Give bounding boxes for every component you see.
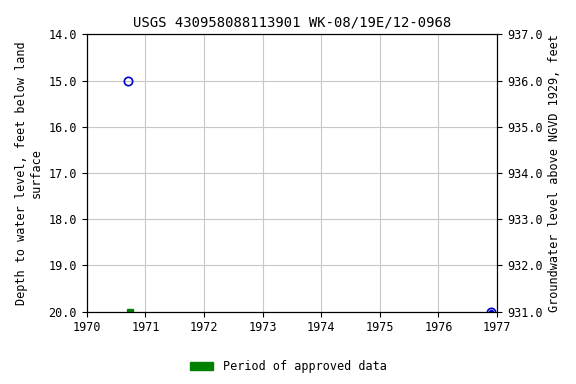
Y-axis label: Groundwater level above NGVD 1929, feet: Groundwater level above NGVD 1929, feet	[548, 34, 561, 312]
Legend: Period of approved data: Period of approved data	[185, 356, 391, 378]
Y-axis label: Depth to water level, feet below land
surface: Depth to water level, feet below land su…	[15, 41, 43, 305]
Title: USGS 430958088113901 WK-08/19E/12-0968: USGS 430958088113901 WK-08/19E/12-0968	[133, 15, 451, 29]
